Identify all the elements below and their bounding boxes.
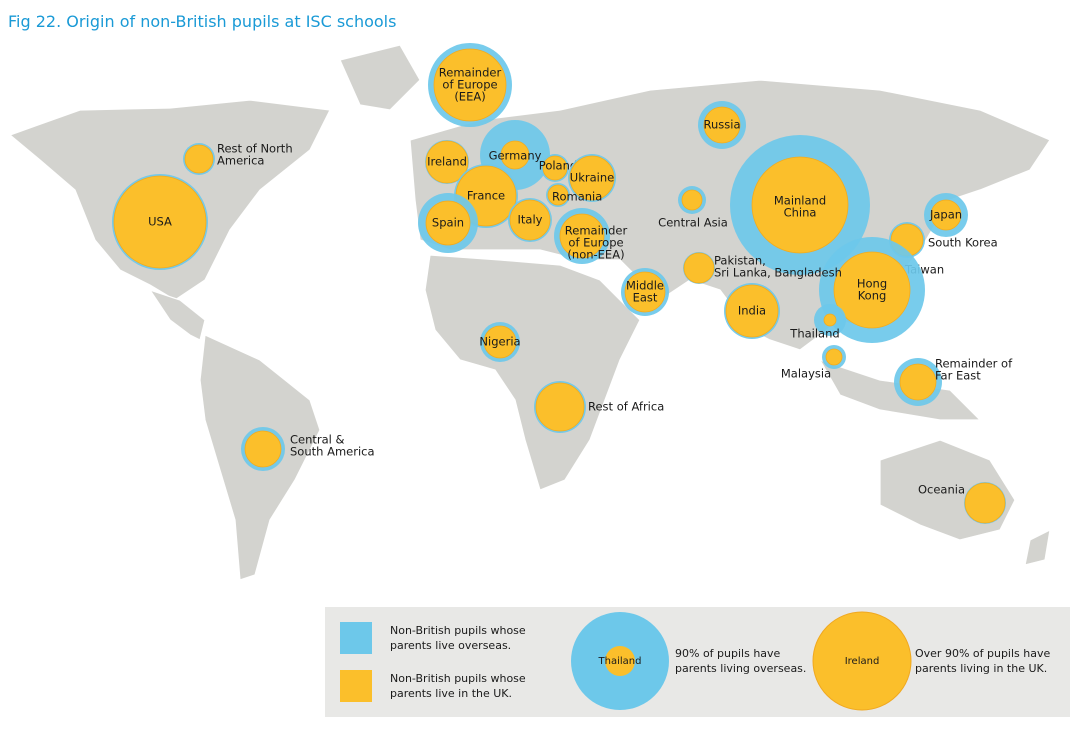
legend-text: Non-British pupils whose	[390, 624, 526, 637]
region-label: Ireland	[427, 155, 467, 169]
legend-text: 90% of pupils have	[675, 647, 781, 660]
bubble-uk	[964, 482, 1006, 524]
legend-text: parents live in the UK.	[390, 687, 512, 700]
bubble-uk	[751, 156, 849, 254]
bubble-uk	[569, 155, 615, 201]
legend-text: Non-British pupils whose	[390, 672, 526, 685]
region-label: Malaysia	[781, 367, 831, 381]
legend-swatch-overseas	[340, 622, 372, 654]
region-label: India	[738, 304, 766, 318]
bubble-uk	[113, 175, 207, 269]
bubble-uk	[509, 199, 551, 241]
region-label: Oceania	[918, 483, 965, 497]
region-label: France	[467, 189, 505, 203]
region-label: Spain	[432, 216, 464, 230]
bubble-uk	[825, 348, 843, 366]
region-label: Hong	[857, 277, 887, 291]
region-label: Central &	[290, 433, 345, 447]
bubble-uk	[547, 184, 569, 206]
region-label: Remainder	[565, 224, 628, 238]
bubble-uk	[500, 140, 530, 170]
legend-text: parents live overseas.	[390, 639, 511, 652]
bubble-uk	[433, 48, 507, 122]
bubble-uk	[542, 155, 568, 181]
legend: Non-British pupils whose parents live ov…	[325, 607, 1070, 717]
region-label: Poland	[539, 159, 577, 173]
region-label: Central Asia	[658, 216, 728, 230]
bubble-uk	[244, 430, 282, 468]
region-label: Italy	[518, 213, 543, 227]
region-label: Middle	[626, 279, 664, 293]
region-label: Pakistan,	[714, 254, 766, 268]
bubble-uk	[725, 284, 779, 338]
region-label: Germany	[489, 149, 542, 163]
legend-text: parents living in the UK.	[915, 662, 1047, 675]
region-label: China	[784, 206, 817, 220]
region-label: Rest of North	[217, 142, 293, 156]
region-label: Japan	[929, 208, 962, 222]
bubble-uk	[703, 106, 741, 144]
region-label: Kong	[858, 289, 887, 303]
title: Fig 22. Origin of non-British pupils at …	[8, 12, 396, 31]
region-label: Remainder	[439, 66, 502, 80]
region-label: (non-EEA)	[567, 248, 624, 262]
region-label: Ukraine	[570, 171, 614, 185]
bubble-uk	[683, 252, 715, 284]
region-label: of Europe	[442, 78, 497, 92]
region-label: South America	[290, 445, 375, 459]
region-label: America	[217, 154, 264, 168]
region-label: Romania	[552, 190, 602, 204]
legend-example: Ireland	[845, 656, 880, 667]
legend-circle	[605, 646, 635, 676]
region-label: USA	[148, 215, 172, 229]
region-label: Far East	[935, 369, 981, 383]
legend-swatch-uk	[340, 670, 372, 702]
region-label: East	[633, 291, 658, 305]
bubble-uk	[624, 271, 666, 313]
bubble-uk	[425, 140, 469, 184]
region-label: Thailand	[789, 327, 839, 341]
region-label: (EEA)	[454, 90, 485, 104]
bubble-uk	[823, 313, 837, 327]
region-label: Russia	[704, 118, 741, 132]
legend-box	[325, 607, 1070, 717]
bubble-uk	[184, 144, 214, 174]
bubble-uk	[930, 199, 962, 231]
legend-example: Thailand	[598, 656, 642, 667]
region-label: South Korea	[928, 236, 998, 250]
bubble-uk	[535, 382, 585, 432]
legend-text: Over 90% of pupils have	[915, 647, 1050, 660]
region-label: Sri Lanka, Bangladesh	[714, 266, 842, 280]
bubble-uk	[899, 363, 937, 401]
legend-text: parents living overseas.	[675, 662, 806, 675]
region-label: Remainder of	[935, 357, 1013, 371]
region-label: Rest of Africa	[588, 400, 664, 414]
legend-circle	[812, 611, 912, 711]
region-label: Nigeria	[479, 335, 520, 349]
bubble-uk	[681, 189, 703, 211]
region-label: Mainland	[774, 194, 826, 208]
bubble-uk	[483, 325, 517, 359]
region-label: of Europe	[568, 236, 623, 250]
bubble-uk	[833, 251, 911, 329]
bubble-uk	[425, 200, 471, 246]
bubble-uk	[559, 213, 605, 259]
